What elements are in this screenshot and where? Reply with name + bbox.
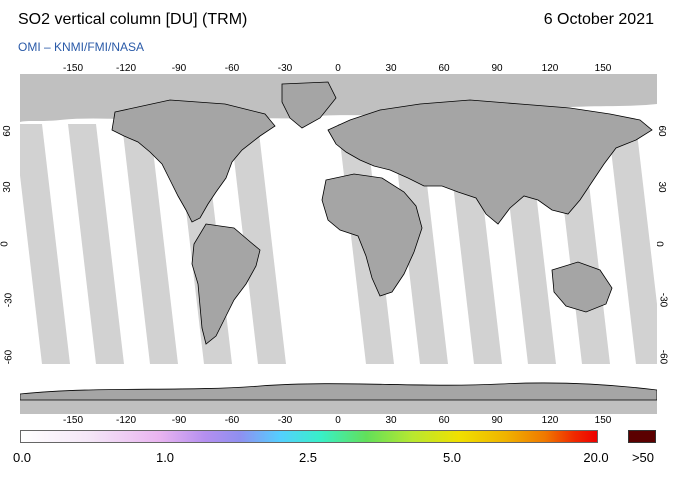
lat-tick-right: -30 (657, 292, 669, 308)
colorbar-overflow-label: >50 (631, 450, 655, 465)
lon-tick-bottom: -90 (171, 415, 187, 426)
greenland (281, 81, 337, 129)
lon-tick-bottom: 90 (491, 415, 503, 426)
africa (321, 173, 423, 297)
lon-tick-top: 90 (491, 63, 503, 74)
lon-tick-bottom: -120 (115, 415, 137, 426)
lat-tick-left: -60 (3, 349, 15, 365)
lat-tick-left: 30 (2, 181, 14, 193)
lon-tick-bottom: -60 (224, 415, 240, 426)
lon-tick-bottom: 150 (594, 415, 612, 426)
data-credit: OMI – KNMI/FMI/NASA (18, 40, 145, 54)
lon-tick-top: 0 (335, 63, 341, 74)
antarctic-no-data (20, 400, 657, 414)
orbit-swath (20, 124, 70, 364)
lat-tick-left: 0 (0, 241, 11, 247)
australia (551, 261, 613, 313)
colorbar-overflow-swatch (628, 430, 656, 443)
lon-tick-top: 30 (385, 63, 397, 74)
lon-tick-top: -60 (224, 63, 240, 74)
orbit-swath (392, 124, 448, 364)
south-america (191, 223, 261, 345)
lon-tick-bottom: 30 (385, 415, 397, 426)
map-date: 6 October 2021 (543, 11, 654, 28)
orbit-swath (68, 124, 124, 364)
orbit-swath (608, 124, 657, 364)
colorbar-label: 0.0 (12, 450, 32, 465)
eurasia (327, 99, 653, 225)
lon-tick-bottom: -150 (62, 415, 84, 426)
colorbar-label: 1.0 (155, 450, 175, 465)
lon-tick-bottom: 120 (541, 415, 559, 426)
lat-tick-right: 30 (656, 181, 668, 193)
lon-tick-bottom: 0 (335, 415, 341, 426)
lon-tick-top: -90 (171, 63, 187, 74)
lon-tick-top: -150 (62, 63, 84, 74)
colorbar-label: 20.0 (583, 450, 609, 465)
lon-tick-top: -30 (277, 63, 293, 74)
orbit-swath (122, 124, 178, 364)
lon-tick-top: -120 (115, 63, 137, 74)
land-masses (20, 81, 657, 401)
so2-world-map (20, 74, 657, 414)
lon-tick-bottom: -30 (277, 415, 293, 426)
colorbar-label: 5.0 (442, 450, 462, 465)
orbit-swath (230, 124, 286, 364)
lon-tick-top: 60 (438, 63, 450, 74)
lat-tick-left: -30 (3, 292, 15, 308)
antarctica (20, 382, 657, 401)
lon-tick-top: 120 (541, 63, 559, 74)
map-title: SO2 vertical column [DU] (TRM) (18, 11, 248, 28)
lon-tick-bottom: 60 (438, 415, 450, 426)
lon-tick-top: 150 (594, 63, 612, 74)
lat-tick-left: 60 (2, 125, 14, 137)
colorbar (20, 430, 598, 443)
lat-tick-right: -60 (657, 349, 669, 365)
lat-tick-right: 60 (656, 125, 668, 137)
colorbar-label: 2.5 (298, 450, 318, 465)
north-america (111, 99, 276, 223)
